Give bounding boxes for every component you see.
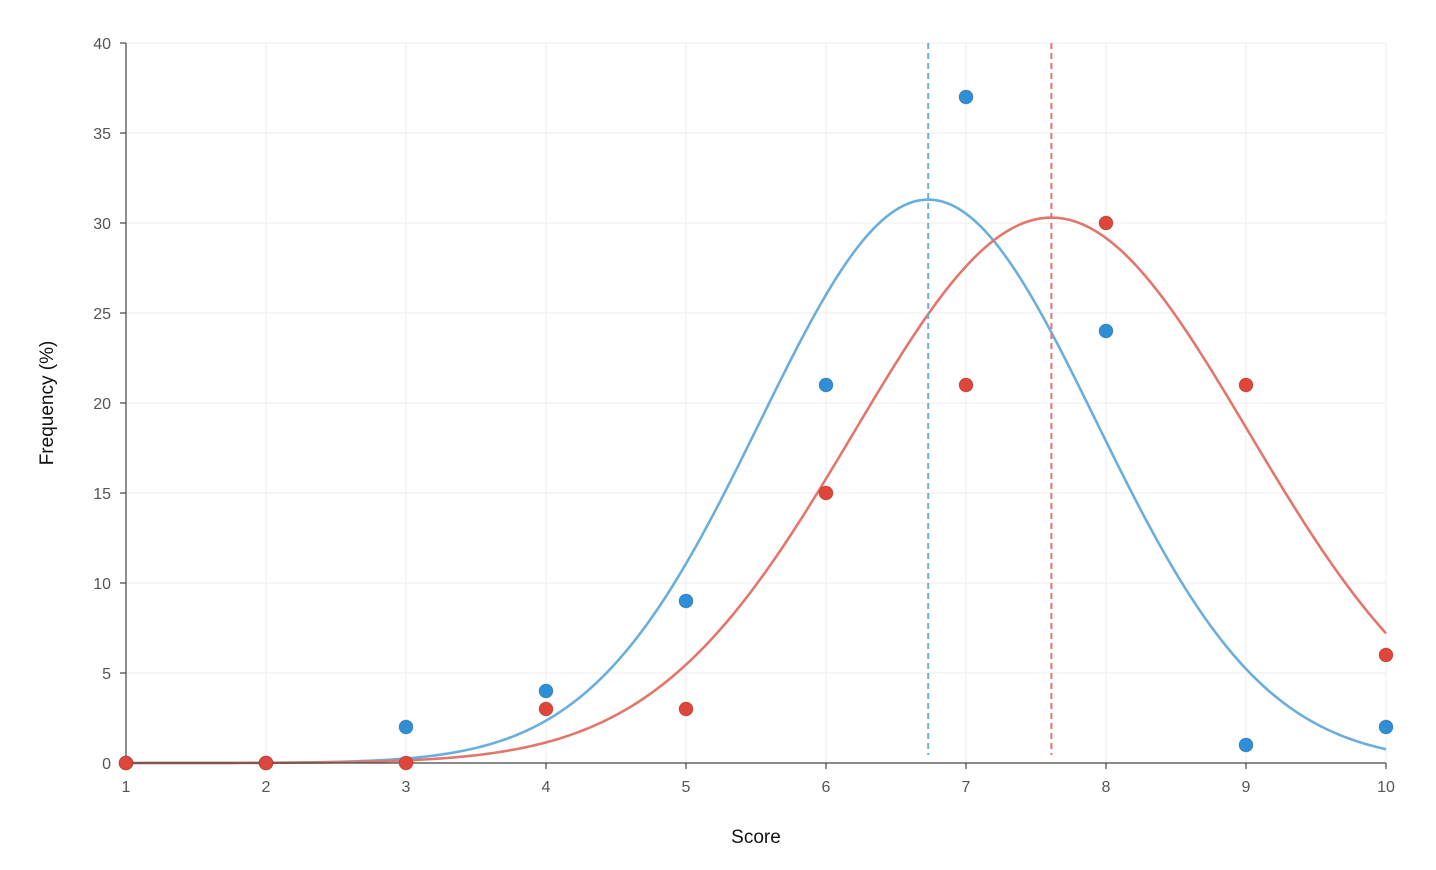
x-tick-label: 6 — [822, 779, 831, 796]
data-point-rim-series-1 — [1098, 323, 1114, 339]
data-point-series-1 — [679, 594, 693, 608]
y-tick-label: 40 — [93, 36, 111, 53]
data-points — [118, 89, 1394, 771]
x-tick-label: 9 — [1242, 779, 1251, 796]
fit-curves — [126, 198, 1387, 765]
y-axis-title: Frequency (%) — [37, 341, 58, 466]
axes: 1 2 3 4 5 6 7 8 9 10 0 5 10 15 20 25 30 35 40 — [93, 36, 1395, 796]
data-point-rim-series-2 — [258, 755, 274, 771]
data-point-series-2 — [1099, 216, 1113, 230]
data-point-series-2 — [539, 702, 553, 716]
y-tick-label: 0 — [102, 756, 111, 773]
data-point-series-2 — [119, 756, 133, 770]
grid — [126, 42, 1387, 763]
data-point-rim-series-2 — [958, 377, 974, 393]
data-point-series-2 — [679, 702, 693, 716]
data-point-rim-series-1 — [398, 719, 414, 735]
mean-lines — [927, 43, 1053, 755]
y-tick-label: 25 — [93, 306, 111, 323]
data-point-series-2 — [259, 756, 273, 770]
data-point-rim-series-1 — [1378, 719, 1394, 735]
y-tick-label: 20 — [93, 396, 111, 413]
data-point-rim-series-1 — [818, 377, 834, 393]
x-tick-label: 8 — [1102, 779, 1111, 796]
x-tick-label: 5 — [682, 779, 691, 796]
data-point-rim-series-2 — [1238, 377, 1254, 393]
y-tick-label: 10 — [93, 576, 111, 593]
x-tick-label: 7 — [962, 779, 971, 796]
data-point-rim-series-2 — [1098, 215, 1114, 231]
y-tick-label: 15 — [93, 486, 111, 503]
data-point-rim-series-1 — [678, 593, 694, 609]
data-point-rim-series-2 — [538, 701, 554, 717]
data-point-series-1 — [539, 684, 553, 698]
data-point-series-1 — [399, 720, 413, 734]
x-tick-label: 1 — [122, 779, 131, 796]
data-point-series-1 — [959, 90, 973, 104]
data-point-rim-series-1 — [958, 89, 974, 105]
data-point-series-1 — [1239, 738, 1253, 752]
data-point-series-2 — [819, 486, 833, 500]
data-point-series-2 — [1379, 648, 1393, 662]
data-point-series-2 — [399, 756, 413, 770]
data-point-rim-series-2 — [678, 701, 694, 717]
fit-curve-series-2 — [126, 216, 1387, 765]
data-point-rim-series-2 — [398, 755, 414, 771]
data-point-series-2 — [1239, 378, 1253, 392]
y-tick-label: 30 — [93, 216, 111, 233]
data-point-rim-series-2 — [818, 485, 834, 501]
data-point-rim-series-1 — [538, 683, 554, 699]
y-tick-label: 35 — [93, 126, 111, 143]
y-tick-label: 5 — [102, 666, 111, 683]
fit-curve-series-1 — [126, 198, 1387, 765]
data-point-rim-series-2 — [1378, 647, 1394, 663]
data-point-rim-series-1 — [1238, 737, 1254, 753]
x-tick-label: 2 — [262, 779, 271, 796]
x-tick-label: 4 — [542, 779, 551, 796]
data-point-series-1 — [819, 378, 833, 392]
x-tick-label: 3 — [402, 779, 411, 796]
x-axis-title: Score — [731, 827, 781, 848]
data-point-series-2 — [959, 378, 973, 392]
data-point-series-1 — [1099, 324, 1113, 338]
data-point-series-1 — [1379, 720, 1393, 734]
data-point-rim-series-2 — [118, 755, 134, 771]
x-tick-label: 10 — [1377, 779, 1395, 796]
